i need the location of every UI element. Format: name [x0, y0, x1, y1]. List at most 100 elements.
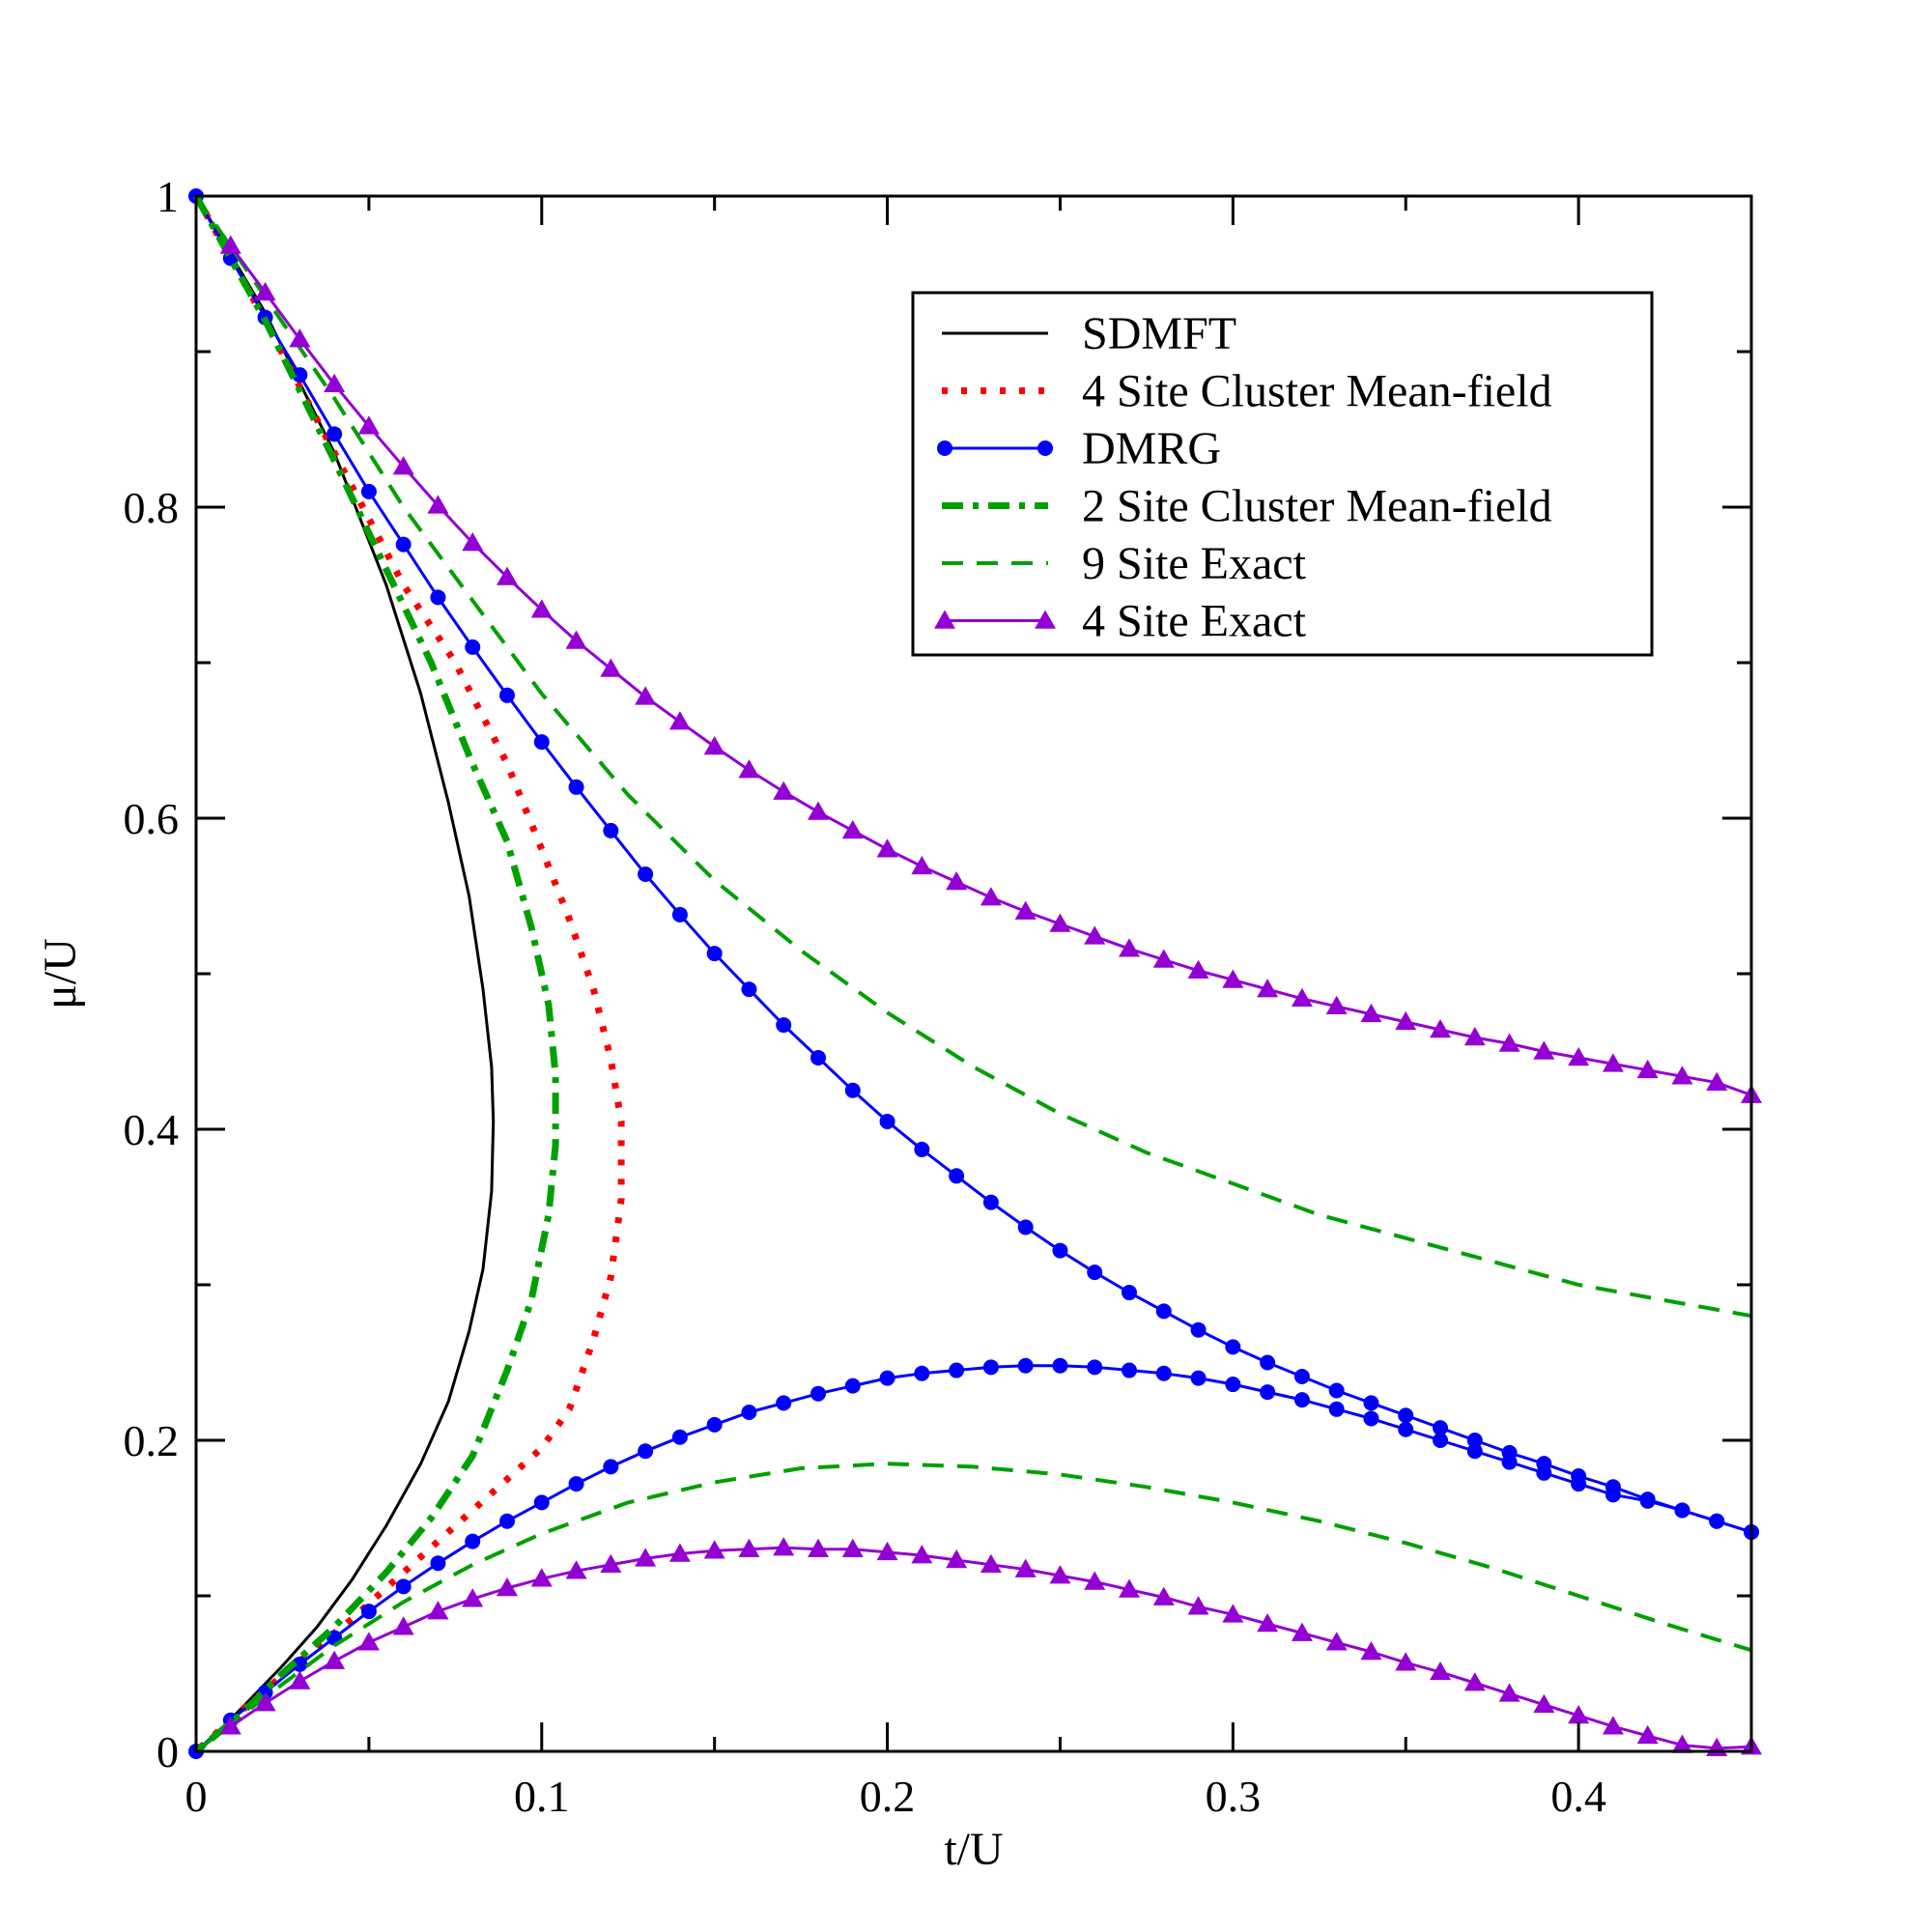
data-point-4-site-exact-2-2: [254, 1692, 276, 1712]
data-point-4-site-exact-2-32: [1291, 1622, 1313, 1641]
data-point-4-site-exact-2-12: [600, 1553, 622, 1574]
tick-labels-layer: 0 0.1 0.2 0.3 0.4 0 0.2 0.4 0.6 0.8 1: [124, 172, 1606, 1821]
data-point-4-site-exact-2-33: [1325, 1632, 1348, 1651]
data-point-dmrg-1-6: [360, 483, 377, 499]
series-line-dmrg-2: [194, 1364, 1752, 1753]
data-point-4-site-exact-2-41: [1602, 1716, 1624, 1735]
data-point-dmrg-2-43: [1639, 1492, 1656, 1509]
data-point-dmrg-2-8: [430, 1555, 446, 1572]
data-point-dmrg-2-26: [1052, 1357, 1068, 1374]
data-point-4-site-exact-1-37: [1463, 1027, 1486, 1046]
data-point-4-site-exact-1-27: [1119, 938, 1140, 957]
data-point-4-site-exact-1-35: [1395, 1010, 1417, 1031]
data-point-4-site-exact-1-7: [427, 495, 449, 514]
series-4-site-cluster-mean-field: [192, 194, 625, 1754]
data-point-4-site-exact-1-39: [1533, 1040, 1555, 1060]
data-point-dmrg-2-28: [1122, 1362, 1137, 1378]
data-point-4-site-exact-2-13: [635, 1548, 657, 1567]
data-point-4-site-exact-1-29: [1187, 959, 1209, 980]
data-point-4-site-exact-1-11: [565, 630, 587, 649]
legend-marker-4-site-exact-end: [1035, 610, 1056, 629]
data-point-dmrg-1-20: [844, 1082, 861, 1098]
data-point-dmrg-1-36: [1398, 1407, 1414, 1424]
legend: SDMFT 4 Site Cluster Mean-field DMRG 2 Site…: [911, 291, 1654, 657]
data-point-dmrg-2-15: [671, 1429, 688, 1445]
data-point-4-site-exact-1-38: [1498, 1033, 1520, 1052]
data-point-4-site-exact-1-4: [324, 373, 346, 393]
data-point-4-site-exact-2-18: [808, 1538, 829, 1557]
data-point-dmrg-2-11: [533, 1494, 550, 1511]
data-point-4-site-exact-2-11: [565, 1560, 587, 1579]
data-point-dmrg-2-36: [1398, 1421, 1414, 1437]
data-point-dmrg-2-40: [1536, 1464, 1552, 1481]
data-point-dmrg-1-35: [1363, 1395, 1379, 1411]
data-point-dmrg-2-16: [706, 1416, 723, 1433]
legend-marker-4-site-exact-start: [934, 610, 955, 629]
legend-label-9-site-exact: 9 Site Exact: [1082, 538, 1307, 589]
data-point-4-site-exact-2-9: [497, 1577, 518, 1597]
data-point-4-site-exact-2-39: [1533, 1693, 1555, 1713]
data-point-4-site-exact-1-34: [1360, 1003, 1382, 1023]
data-point-4-site-exact-1-21: [911, 855, 933, 875]
data-point-dmrg-2-7: [395, 1578, 412, 1595]
data-point-4-site-exact-2-17: [773, 1537, 795, 1556]
legend-entry-4-site-exact: 4 Site Exact: [934, 596, 1307, 647]
data-point-dmrg-2-32: [1260, 1384, 1276, 1401]
data-point-4-site-exact-2-16: [738, 1538, 760, 1557]
legend-entry-9-site-exact: 9 Site Exact: [942, 538, 1307, 589]
data-point-4-site-exact-1-18: [808, 801, 829, 820]
legend-entry-2-site-cluster-mean-field: 2 Site Cluster Mean-field: [942, 481, 1552, 532]
legend-marker-dmrg-end: [1037, 440, 1053, 456]
data-point-dmrg-1-19: [810, 1049, 826, 1065]
series-line-9-site-exact-2: [194, 1462, 1752, 1753]
data-point-dmrg-2-9: [465, 1533, 481, 1549]
legend-entry-dmrg: DMRG: [937, 423, 1221, 474]
data-point-4-site-exact-1-1: [219, 235, 242, 254]
data-point-dmrg-1-38: [1466, 1433, 1483, 1448]
data-point-dmrg-1-30: [1190, 1321, 1207, 1338]
data-point-dmrg-1-11: [533, 734, 550, 751]
data-point-4-site-exact-1-28: [1152, 949, 1175, 968]
x-tick-label: 0: [185, 1772, 208, 1821]
data-point-dmrg-1-29: [1155, 1303, 1172, 1320]
data-point-4-site-exact-1-41: [1602, 1053, 1624, 1072]
data-point-4-site-exact-2-15: [703, 1540, 725, 1559]
y-tick-label: 0.8: [124, 483, 180, 532]
data-point-dmrg-2-14: [638, 1443, 654, 1460]
data-point-4-site-exact-1-23: [980, 887, 1002, 906]
data-point-4-site-exact-2-36: [1430, 1661, 1451, 1681]
data-point-4-site-exact-2-37: [1463, 1672, 1486, 1691]
data-point-4-site-exact-2-10: [530, 1568, 553, 1587]
y-tick-label: 0.4: [124, 1105, 180, 1154]
data-point-4-site-exact-2-6: [392, 1616, 414, 1635]
data-point-4-site-exact-2-8: [462, 1588, 484, 1607]
series-line-sdmft-1: [194, 195, 496, 1753]
data-point-dmrg-2-41: [1571, 1476, 1587, 1492]
legend-label-2-site-cluster-mean-field: 2 Site Cluster Mean-field: [1082, 481, 1552, 532]
data-point-dmrg-2-42: [1605, 1487, 1621, 1503]
data-point-4-site-exact-2-40: [1568, 1704, 1590, 1724]
data-point-4-site-exact-1-2: [254, 281, 276, 301]
data-point-dmrg-2-45: [1709, 1513, 1725, 1529]
legend-entry-4-site-cluster-mean-field: 4 Site Cluster Mean-field: [942, 366, 1552, 417]
data-point-dmrg-1-17: [741, 981, 757, 998]
data-point-dmrg-1-24: [982, 1194, 999, 1210]
data-point-4-site-exact-1-33: [1325, 995, 1348, 1015]
data-point-4-site-exact-2-20: [876, 1541, 898, 1561]
legend-label-4-site-cluster-mean-field: 4 Site Cluster Mean-field: [1082, 366, 1552, 417]
data-point-4-site-exact-1-19: [841, 819, 864, 839]
data-point-4-site-exact-1-36: [1430, 1018, 1451, 1038]
data-point-dmrg-2-38: [1466, 1443, 1483, 1460]
data-point-dmrg-2-31: [1225, 1377, 1241, 1393]
data-point-dmrg-2-10: [499, 1513, 515, 1529]
series-line-4-site-cluster-mean-field-1: [192, 194, 625, 1754]
data-point-4-site-exact-2-35: [1395, 1652, 1417, 1671]
legend-box: [911, 291, 1654, 657]
data-point-4-site-exact-2-23: [980, 1553, 1002, 1574]
data-point-4-site-exact-1-8: [462, 532, 484, 552]
data-point-dmrg-1-23: [949, 1168, 965, 1184]
legend-entry-sdmft: SDMFT: [942, 308, 1236, 359]
data-point-dmrg-2-13: [603, 1459, 619, 1475]
data-point-dmrg-1-13: [603, 822, 619, 838]
data-point-4-site-exact-1-6: [392, 456, 414, 475]
